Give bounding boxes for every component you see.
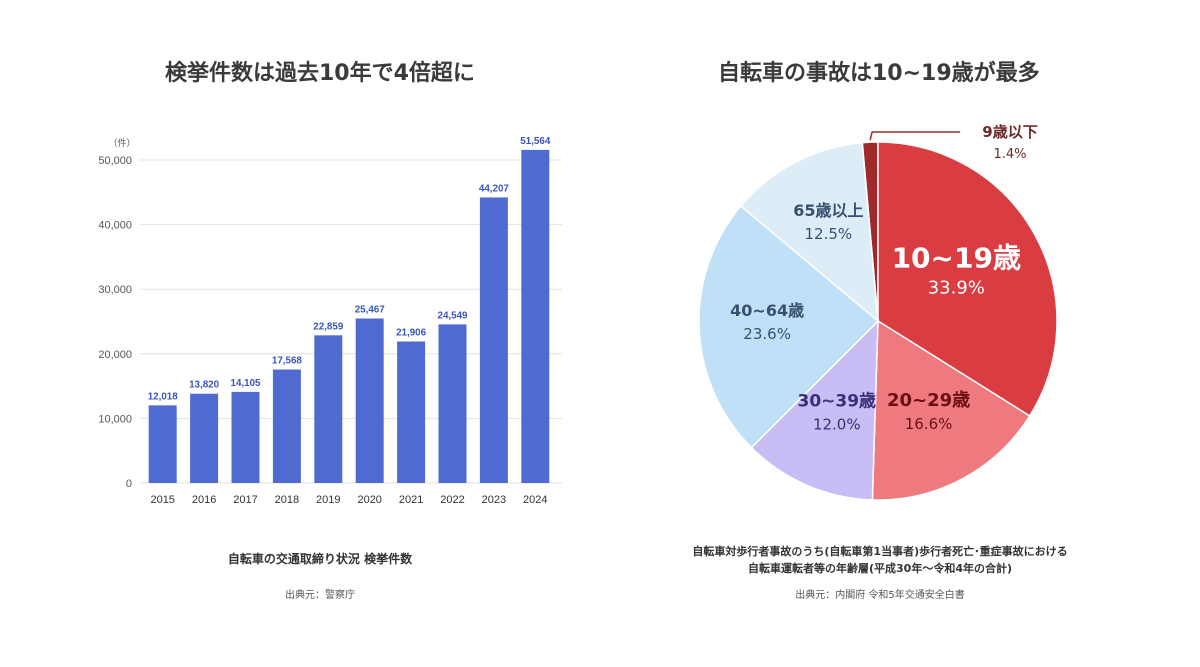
y-tick-label: 0 bbox=[126, 478, 132, 490]
pie-value-label: 16.6% bbox=[905, 415, 953, 433]
pie-chart-caption-line1: 自転車対歩行者事故のうち(自転車第1当事者)歩行者死亡･重症事故における bbox=[692, 545, 1068, 558]
pie-category-label: 40~64歳 bbox=[730, 301, 804, 320]
bar bbox=[521, 149, 550, 484]
bar-chart-caption: 自転車の交通取締り状況 検挙件数 bbox=[227, 552, 413, 566]
pie-chart: 9歳以下 1.4% 10~19歳 33.9% 20~29歳 16.6% 30~39歳 12.0… bbox=[698, 123, 1058, 501]
pie-value-label: 23.6% bbox=[743, 325, 791, 343]
x-tick-label: 2017 bbox=[233, 494, 257, 506]
y-tick-label: 20,000 bbox=[98, 349, 132, 361]
bar bbox=[355, 318, 384, 483]
bar-chart: 0 10,000 20,000 30,000 40,000 50,000 （件） 12,018… bbox=[98, 136, 562, 506]
x-tick-label: 2016 bbox=[192, 494, 216, 506]
x-tick-label: 2018 bbox=[275, 494, 299, 506]
bar bbox=[272, 369, 301, 483]
pie-category-label: 65歳以上 bbox=[793, 201, 863, 220]
pie-slice bbox=[877, 141, 1058, 417]
bar bbox=[479, 197, 508, 483]
bar-value-label: 17,568 bbox=[272, 356, 302, 367]
pie-category-label: 10~19歳 bbox=[892, 242, 1021, 275]
bar bbox=[397, 341, 426, 483]
y-unit-label: （件） bbox=[108, 137, 135, 149]
pie-slice bbox=[698, 204, 880, 449]
pie-category-label: 20~29歳 bbox=[887, 390, 970, 411]
bar-value-label: 24,549 bbox=[438, 310, 468, 321]
y-tick-label: 40,000 bbox=[98, 220, 132, 232]
pie-chart-title: 自転車の事故は10~19歳が最多 bbox=[718, 61, 1040, 86]
bar-value-label: 13,820 bbox=[189, 380, 219, 391]
pie-slice bbox=[871, 319, 1031, 501]
x-tick-label: 2020 bbox=[357, 494, 381, 506]
bar-value-label: 14,105 bbox=[231, 378, 261, 389]
x-tick-label: 2024 bbox=[523, 494, 547, 506]
pie-category-label: 30~39歳 bbox=[797, 390, 876, 411]
pie-value-label: 1.4% bbox=[993, 147, 1026, 162]
x-tick-label: 2021 bbox=[399, 494, 423, 506]
x-tick-label: 2023 bbox=[482, 494, 506, 506]
x-tick-label: 2022 bbox=[440, 494, 464, 506]
bar bbox=[314, 335, 343, 483]
bar bbox=[231, 391, 260, 483]
bar-value-label: 51,564 bbox=[520, 136, 550, 147]
bar-chart-source: 出典元：警察庁 bbox=[285, 590, 355, 601]
pie-slice bbox=[750, 319, 879, 501]
bar bbox=[148, 405, 177, 483]
x-tick-label: 2015 bbox=[150, 494, 174, 506]
bar-value-label: 12,018 bbox=[148, 391, 178, 402]
y-tick-label: 30,000 bbox=[98, 284, 132, 296]
bar-value-label: 21,906 bbox=[396, 327, 426, 338]
pie-value-label: 12.0% bbox=[813, 415, 861, 433]
bar-value-label: 44,207 bbox=[479, 183, 509, 194]
y-tick-label: 10,000 bbox=[98, 413, 132, 425]
bar-value-label: 22,859 bbox=[313, 321, 343, 332]
pie-slice bbox=[739, 141, 879, 323]
bar bbox=[438, 324, 467, 483]
pie-chart-source: 出典元：内閣府 令和5年交通安全白書 bbox=[795, 590, 965, 601]
leader-line bbox=[869, 131, 961, 141]
bar bbox=[190, 393, 219, 483]
pie-chart-caption-line2: 自転車運転者等の年齢層(平成30年～令和4年の合計) bbox=[747, 562, 1012, 575]
y-tick-label: 50,000 bbox=[98, 155, 132, 167]
pie-category-label: 9歳以下 bbox=[982, 123, 1037, 141]
x-tick-label: 2019 bbox=[316, 494, 340, 506]
bar-value-label: 25,467 bbox=[355, 304, 385, 315]
pie-value-label: 12.5% bbox=[805, 225, 853, 243]
pie-value-label: 33.9% bbox=[928, 278, 985, 299]
bar-chart-title: 検挙件数は過去10年で4倍超に bbox=[165, 61, 475, 86]
